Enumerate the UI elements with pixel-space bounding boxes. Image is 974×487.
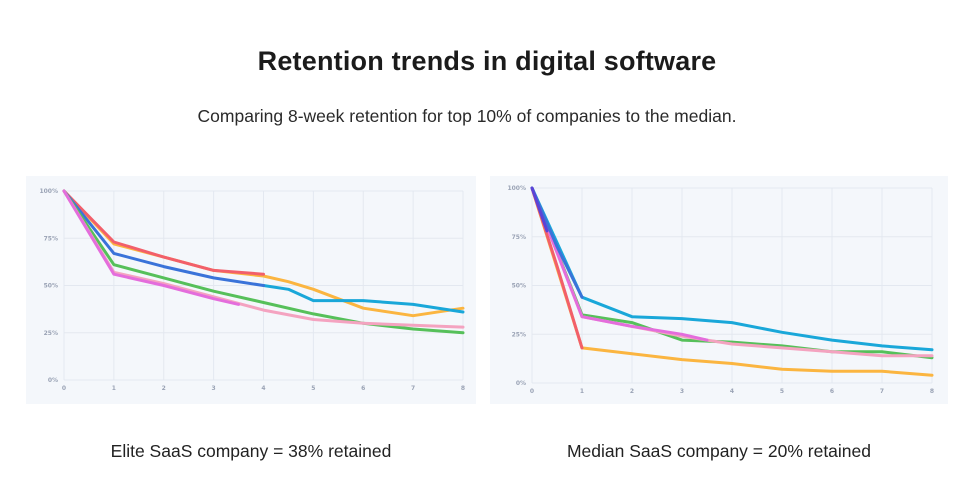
median-x-tick-label: 6 [830, 388, 834, 395]
elite-x-tick-label: 8 [461, 385, 465, 392]
median-y-tick-label: 100% [507, 185, 526, 192]
median-series-orange [530, 186, 934, 377]
elite-series-pink [62, 189, 465, 329]
median-y-tick-label: 50% [512, 283, 526, 290]
elite-x-tick-label: 4 [261, 385, 265, 392]
median-series-purple [530, 186, 549, 233]
median-x-tick-label: 7 [880, 388, 884, 395]
elite-series-red [62, 189, 265, 276]
elite-series-blue [62, 189, 265, 287]
elite-x-tick-label: 5 [311, 385, 315, 392]
median-x-tick-label: 5 [780, 388, 784, 395]
elite-x-tick-label: 6 [361, 385, 365, 392]
elite-caption: Elite SaaS company = 38% retained [110, 441, 392, 461]
elite-retention-chart: 0% 25% 50% 75% 100% 0 1 2 3 4 5 6 7 8 [39, 188, 465, 392]
elite-x-tick-label: 0 [62, 385, 66, 392]
page-title: Retention trends in digital software [257, 46, 717, 76]
elite-series-magenta [62, 189, 241, 306]
median-chart-panel: 0% 25% 50% 75% 100% 0 1 2 3 4 5 6 7 8 [490, 176, 948, 404]
elite-chart-panel: 0% 25% 50% 75% 100% 0 1 2 3 4 5 6 7 8 [26, 176, 476, 404]
elite-y-tick-label: 100% [39, 188, 58, 195]
page-subtitle: Comparing 8-week retention for top 10% o… [197, 106, 737, 126]
elite-y-tick-label: 25% [44, 330, 58, 337]
median-x-tick-label: 4 [730, 388, 734, 395]
elite-x-tick-label: 7 [411, 385, 415, 392]
elite-series-green [62, 189, 465, 335]
median-x-tick-label: 8 [930, 388, 934, 395]
median-series-magenta [530, 186, 709, 342]
median-x-tick-label: 3 [680, 388, 684, 395]
median-x-tick-label: 2 [630, 388, 634, 395]
elite-y-tick-label: 75% [44, 235, 58, 242]
median-series-green [530, 186, 934, 360]
elite-y-tick-label: 0% [48, 377, 58, 384]
median-y-tick-label: 0% [516, 380, 526, 387]
elite-x-tick-label: 1 [112, 385, 116, 392]
elite-x-tick-label: 2 [162, 385, 166, 392]
median-x-tick-label: 0 [530, 388, 534, 395]
median-retention-chart: 0% 25% 50% 75% 100% 0 1 2 3 4 5 6 7 8 [507, 185, 934, 395]
median-y-tick-label: 75% [512, 234, 526, 241]
median-caption: Median SaaS company = 20% retained [566, 441, 871, 461]
median-x-tick-label: 1 [580, 388, 584, 395]
median-series-cyan [530, 186, 934, 352]
elite-y-tick-label: 50% [44, 283, 58, 290]
elite-series-cyan [262, 284, 465, 314]
median-y-tick-label: 25% [512, 331, 526, 338]
elite-x-tick-label: 3 [212, 385, 216, 392]
